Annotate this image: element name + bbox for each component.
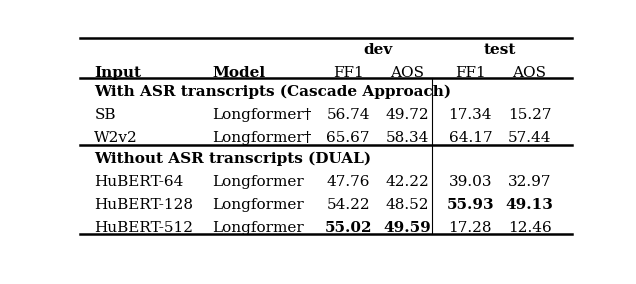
- Text: 49.72: 49.72: [385, 108, 429, 122]
- Text: 12.46: 12.46: [508, 222, 551, 235]
- Text: Without ASR transcripts (DUAL): Without ASR transcripts (DUAL): [94, 152, 371, 166]
- Text: W2v2: W2v2: [94, 131, 138, 145]
- Text: FF1: FF1: [333, 66, 364, 80]
- Text: HuBERT-512: HuBERT-512: [94, 222, 193, 235]
- Text: 57.44: 57.44: [508, 131, 551, 145]
- Text: With ASR transcripts (Cascade Approach): With ASR transcripts (Cascade Approach): [94, 85, 452, 99]
- Text: dev: dev: [363, 43, 392, 57]
- Text: Longformer†: Longformer†: [212, 108, 312, 122]
- Text: 17.28: 17.28: [448, 222, 492, 235]
- Text: HuBERT-128: HuBERT-128: [94, 198, 193, 212]
- Text: 15.27: 15.27: [508, 108, 551, 122]
- Text: HuBERT-64: HuBERT-64: [94, 175, 184, 189]
- Text: 65.67: 65.67: [326, 131, 370, 145]
- Text: test: test: [484, 43, 516, 57]
- Text: Longformer†: Longformer†: [212, 131, 312, 145]
- Text: 55.02: 55.02: [324, 222, 372, 235]
- Text: 49.13: 49.13: [506, 198, 553, 212]
- Text: 32.97: 32.97: [508, 175, 551, 189]
- Text: AOS: AOS: [391, 66, 424, 80]
- Text: 54.22: 54.22: [326, 198, 370, 212]
- Text: 56.74: 56.74: [326, 108, 370, 122]
- Text: Longformer: Longformer: [212, 222, 305, 235]
- Text: Longformer: Longformer: [212, 175, 305, 189]
- Text: 17.34: 17.34: [448, 108, 492, 122]
- Text: Longformer: Longformer: [212, 198, 305, 212]
- Text: SB: SB: [94, 108, 116, 122]
- Text: 39.03: 39.03: [448, 175, 492, 189]
- Text: Model: Model: [212, 66, 266, 80]
- Text: 47.76: 47.76: [326, 175, 370, 189]
- Text: 49.59: 49.59: [384, 222, 431, 235]
- Text: 48.52: 48.52: [385, 198, 429, 212]
- Text: AOS: AOS: [513, 66, 546, 80]
- Text: 55.93: 55.93: [446, 198, 494, 212]
- Text: 42.22: 42.22: [385, 175, 429, 189]
- Text: 64.17: 64.17: [448, 131, 492, 145]
- Text: 58.34: 58.34: [385, 131, 429, 145]
- Text: Input: Input: [94, 66, 141, 80]
- Text: FF1: FF1: [455, 66, 486, 80]
